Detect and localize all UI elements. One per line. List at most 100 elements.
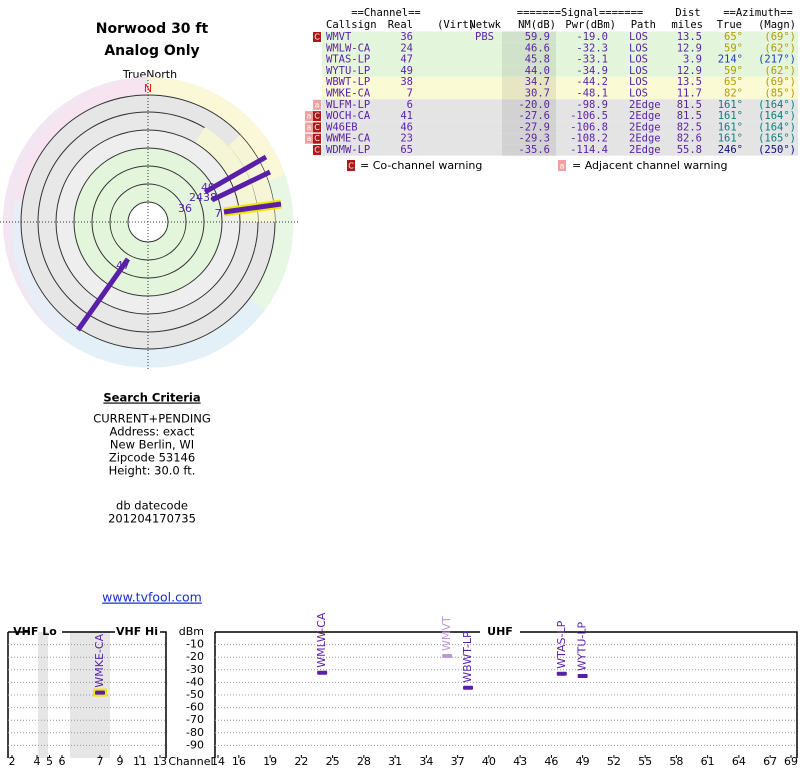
x-tick-label: 31 <box>388 755 402 768</box>
nm-shade <box>502 87 556 100</box>
cell-path: LOS <box>629 42 648 54</box>
x-tick-label: 58 <box>669 755 683 768</box>
warning-icon <box>313 111 321 122</box>
cell-dist: 81.5 <box>677 99 702 111</box>
x-tick-label: 7 <box>97 755 104 768</box>
cell-dist: 55.8 <box>677 144 702 156</box>
table: ==Channel== =======Signal======= Dist ==Azi… <box>305 7 798 172</box>
x-tick-label: 49 <box>576 755 590 768</box>
station-marker <box>95 690 105 695</box>
station-marker <box>317 670 328 675</box>
subtitle: Analog Only <box>104 43 199 59</box>
y-tick-label: -40 <box>186 675 204 688</box>
station-label: WMVT <box>440 616 453 651</box>
band-label: VHF Lo <box>13 625 57 638</box>
x-tick-label: 69 <box>784 755 798 768</box>
x-tick-label: 13 <box>153 755 167 768</box>
x-tick-label: 46 <box>544 755 558 768</box>
cell-pwr: -114.4 <box>570 144 608 156</box>
cell-path: LOS <box>629 76 648 88</box>
spectrum: -10-20-30-40-50-60-70-80-90 dBm Channel VHF… <box>8 612 798 768</box>
cell-az-true: 246° <box>718 144 743 156</box>
row-bg <box>322 76 798 88</box>
ray-label: 47 <box>116 259 130 272</box>
y-tick-label: -80 <box>186 726 204 739</box>
x-tick-label: 55 <box>638 755 652 768</box>
warning-icon <box>313 99 321 110</box>
x-tick-label: 25 <box>326 755 340 768</box>
cell-pwr: -48.1 <box>576 88 608 100</box>
warning-letter: C <box>314 134 320 143</box>
legend-text: = Co-channel warning <box>360 159 482 172</box>
cell-dist: 81.5 <box>677 110 702 122</box>
datecode-label: db datecode <box>116 499 188 513</box>
cell-pwr: -106.5 <box>570 110 608 122</box>
legend-letter: a <box>560 162 565 171</box>
x-axis-label: Channel <box>168 755 213 768</box>
search-line: New Berlin, WI <box>110 438 194 452</box>
cell-az-magn: (69°) <box>764 76 796 88</box>
cell-callsign: WMKE-CA <box>326 88 371 100</box>
cell-az-true: 161° <box>718 121 743 133</box>
cell-az-true: 82° <box>724 88 743 100</box>
cell-az-magn: (164°) <box>758 99 796 111</box>
search-line: Address: exact <box>110 425 195 439</box>
cell-netwk: PBS <box>475 31 494 43</box>
cell-dist: 12.9 <box>677 42 702 54</box>
legend-letter: C <box>348 162 354 171</box>
x-tick-label: 52 <box>607 755 621 768</box>
column-header: NM(dB) <box>518 19 556 31</box>
search-title: Search Criteria <box>103 391 200 405</box>
nm-shade <box>502 65 556 77</box>
cell-callsign: WOCH-CA <box>326 110 371 122</box>
row-bg <box>322 144 798 156</box>
nm-shade <box>502 110 556 122</box>
x-tick-label: 5 <box>46 755 53 768</box>
cell-real: 41 <box>400 110 413 122</box>
row-bg <box>322 133 798 145</box>
cell-callsign: WTAS-LP <box>326 54 370 66</box>
station-label: WYTU-LP <box>576 622 589 671</box>
warning-icon <box>313 133 321 144</box>
legend-icon <box>558 160 566 171</box>
warning-letter: C <box>314 123 320 132</box>
cell-path: LOS <box>629 65 648 77</box>
search-line: Height: 30.0 ft. <box>109 464 196 478</box>
y-tick-label: -70 <box>186 713 204 726</box>
x-tick-label: 22 <box>294 755 308 768</box>
warning-icon <box>313 32 321 42</box>
x-tick-label: 67 <box>763 755 777 768</box>
ray-label: 38 <box>203 191 217 204</box>
y-tick-label: -60 <box>186 701 204 714</box>
x-tick-label: 40 <box>482 755 496 768</box>
ray-label: 7 <box>215 207 222 220</box>
cell-nm: -29.3 <box>518 133 550 145</box>
cell-az-true: 65° <box>724 76 743 88</box>
nm-shade <box>502 99 556 111</box>
link[interactable]: www.tvfool.com <box>102 590 202 605</box>
cell-real: 24 <box>400 42 413 54</box>
cell-callsign: W46EB <box>326 121 358 133</box>
ray-label: 36 <box>178 202 192 215</box>
cell-callsign: WYTU-LP <box>326 65 370 77</box>
cell-nm: -20.0 <box>518 99 550 111</box>
cell-az-true: 161° <box>718 99 743 111</box>
cell-dist: 12.9 <box>677 65 702 77</box>
column-header: Dist <box>675 7 700 19</box>
cell-dist: 3.9 <box>683 54 702 66</box>
cell-callsign: WDMW-LP <box>326 144 370 156</box>
search-line: CURRENT+PENDING <box>93 412 211 426</box>
column-header: ==Channel== <box>351 7 421 19</box>
station-ray <box>75 257 131 332</box>
warning-letter: C <box>314 112 320 121</box>
cell-az-magn: (62°) <box>764 65 796 77</box>
warning-icon <box>305 122 313 133</box>
row-bg <box>322 87 798 100</box>
cell-az-magn: (164°) <box>758 110 796 122</box>
warning-letter: C <box>314 33 320 42</box>
cell-real: 47 <box>400 54 413 66</box>
x-tick-label: 61 <box>701 755 715 768</box>
x-tick-label: 19 <box>263 755 277 768</box>
cell-callsign: WMVT <box>326 31 352 43</box>
